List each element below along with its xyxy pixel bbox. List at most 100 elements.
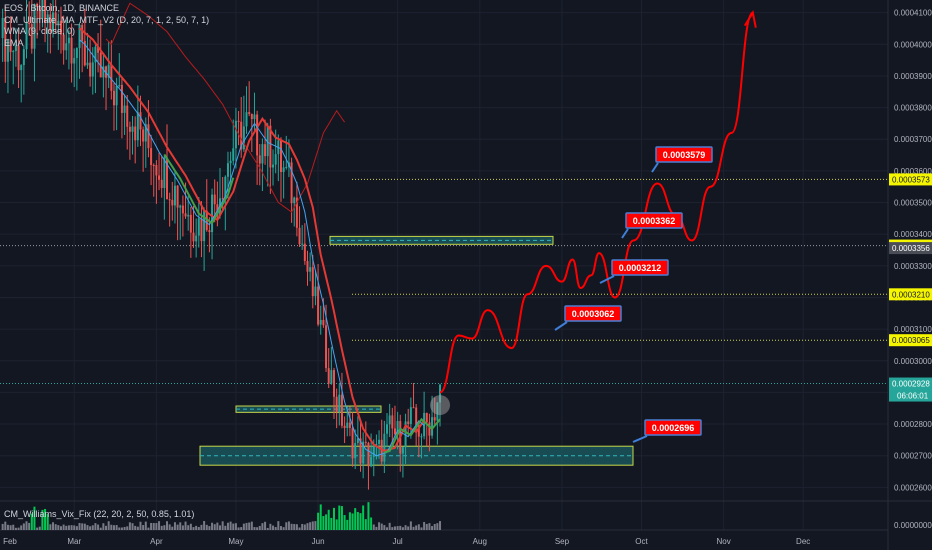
- indicator-ultimate-ma[interactable]: CM_Ultimate_MA_MTF_V2 (D, 20, 7, 1, 2, 5…: [4, 14, 210, 25]
- candle: [131, 116, 134, 155]
- oscillator-bar: [105, 525, 108, 530]
- oscillator-bar: [298, 527, 301, 530]
- candle: [195, 218, 198, 258]
- candle-body: [126, 105, 129, 127]
- oscillator-bar: [295, 524, 298, 530]
- candle-body: [28, 22, 31, 25]
- candle-body: [264, 144, 267, 157]
- candle: [107, 41, 110, 89]
- candle-body: [33, 4, 36, 49]
- callout-line: [651, 162, 659, 173]
- candle-body: [229, 160, 232, 164]
- candle: [332, 367, 335, 419]
- price-tick-label: 0.0003400: [894, 230, 932, 239]
- candle-body: [36, 4, 39, 7]
- oscillator-bar: [120, 527, 123, 530]
- oscillator-bar: [97, 524, 100, 530]
- indicator-wma[interactable]: WMA (9, close, 0): [4, 26, 76, 36]
- candle: [168, 192, 171, 227]
- oscillator-bar: [14, 527, 17, 530]
- oscillator-bar: [425, 524, 428, 530]
- oscillator-bar: [115, 525, 118, 530]
- oscillator-bar: [211, 522, 214, 530]
- symbol-title[interactable]: EOS / Bitcoin, 1D, BINANCE: [4, 3, 120, 13]
- candle-body: [248, 112, 251, 114]
- candle-body: [240, 121, 243, 150]
- candle-body: [200, 218, 203, 242]
- oscillator-bar: [317, 512, 320, 530]
- candle: [75, 47, 78, 91]
- oscillator-bar: [192, 527, 195, 530]
- candle-body: [1, 17, 4, 38]
- candle: [388, 403, 391, 438]
- candle: [226, 151, 229, 199]
- candle: [136, 85, 139, 147]
- candle: [78, 22, 81, 79]
- price-tick-label: 0.0004000: [894, 40, 932, 49]
- candle-body: [54, 12, 57, 25]
- marker-bg: [889, 334, 932, 347]
- candle-body: [160, 179, 163, 189]
- candle: [134, 116, 137, 164]
- candle-body: [195, 235, 198, 242]
- oscillator-label[interactable]: CM_Williams_Vix_Fix (22, 20, 2, 50, 0.85…: [4, 509, 195, 519]
- candle: [232, 119, 235, 166]
- candle-body: [46, 14, 49, 23]
- candle-body: [338, 394, 341, 413]
- candle: [181, 195, 184, 237]
- ema-slow-line: [105, 2, 346, 213]
- candle-body: [120, 84, 123, 113]
- bar-countdown-label: 06:06:01: [897, 392, 929, 401]
- oscillator-bar: [99, 527, 102, 530]
- candle: [41, 0, 44, 28]
- oscillator-bar: [380, 523, 383, 530]
- oscillator-bar: [433, 523, 436, 530]
- oscillator-bar: [189, 523, 192, 530]
- candle-body: [176, 185, 179, 208]
- candle-body: [99, 52, 102, 78]
- candle-body: [340, 394, 343, 426]
- candle: [139, 95, 142, 147]
- candle-body: [279, 140, 282, 172]
- oscillator-bar: [258, 525, 261, 530]
- candle: [200, 201, 203, 258]
- candle-body: [256, 114, 259, 156]
- candle-body: [73, 58, 76, 64]
- candle: [57, 13, 60, 50]
- candle: [380, 419, 383, 466]
- candle: [425, 412, 428, 447]
- oscillator-bar: [152, 523, 155, 530]
- candle-body: [158, 175, 161, 180]
- oscillator-bar: [343, 515, 346, 530]
- candle: [295, 181, 298, 237]
- oscillator-bar: [226, 522, 229, 530]
- candle-body: [147, 124, 150, 149]
- time-tick-label: Oct: [635, 537, 648, 546]
- marker-label: 0.0003356: [892, 244, 930, 253]
- candle: [359, 422, 362, 472]
- indicator-ema[interactable]: EMA: [4, 37, 24, 48]
- candle-body: [396, 421, 399, 435]
- oscillator-bar: [431, 526, 434, 530]
- oscillator-bar: [346, 519, 349, 530]
- oscillator-bar: [67, 525, 70, 530]
- candle-body: [131, 126, 134, 132]
- oscillator-bar: [22, 523, 25, 530]
- oscillator-bar: [386, 527, 389, 530]
- candle: [431, 395, 434, 439]
- oscillator-bar: [264, 521, 267, 530]
- candle: [404, 413, 407, 464]
- badge-label: 0.0003212: [619, 263, 662, 273]
- oscillator-bar: [28, 522, 31, 530]
- oscillator-bar: [282, 527, 285, 530]
- oscillator-bar: [118, 527, 121, 530]
- badge-box: [625, 212, 683, 229]
- oscillator-bar: [12, 524, 15, 530]
- oscillator-bar: [173, 522, 176, 530]
- oscillator-bar: [250, 521, 253, 530]
- candle-body: [433, 417, 436, 421]
- oscillator-bar: [181, 525, 184, 530]
- candle: [266, 122, 269, 187]
- oscillator-bar: [224, 525, 227, 530]
